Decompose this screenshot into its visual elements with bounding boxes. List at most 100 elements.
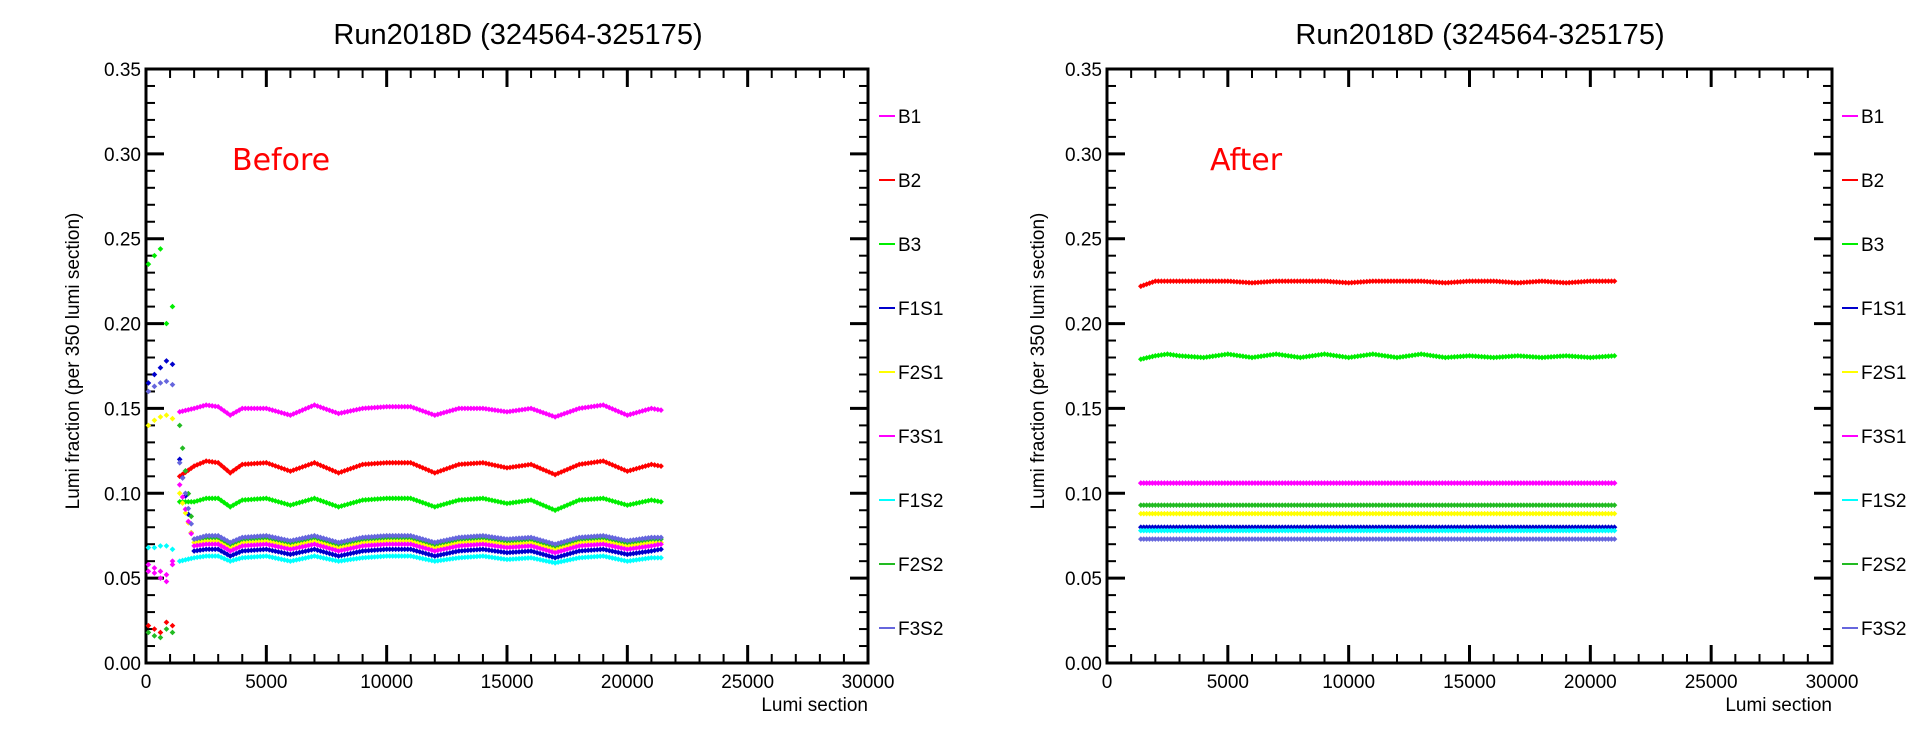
- data-point: [1258, 536, 1264, 542]
- data-point: [398, 541, 405, 548]
- data-point: [1318, 278, 1325, 284]
- series-f1s1: [145, 358, 664, 561]
- data-point: [1611, 536, 1618, 542]
- data-point: [1433, 502, 1440, 508]
- data-point: [1200, 278, 1207, 284]
- data-point: [1421, 502, 1428, 508]
- chart-after: Run2018D (324564-325175) After Lumi sect…: [1028, 19, 1906, 716]
- data-point: [242, 405, 249, 412]
- data-point: [1252, 480, 1258, 486]
- data-point: [386, 541, 393, 548]
- data-point: [1170, 510, 1177, 517]
- data-point: [1282, 278, 1289, 284]
- data-point: [1496, 480, 1503, 486]
- data-point: [1345, 527, 1352, 534]
- legend-item-f1s2: F1S2: [879, 491, 943, 512]
- y-tick-label: 0.15: [104, 399, 141, 420]
- data-point: [1448, 510, 1455, 517]
- data-point: [1403, 536, 1409, 542]
- data-point: [1505, 510, 1512, 517]
- data-point: [1231, 502, 1237, 508]
- data-point: [1306, 510, 1313, 517]
- data-point: [1291, 527, 1298, 534]
- data-point: [188, 530, 195, 537]
- data-point: [398, 495, 405, 502]
- data-point: [1415, 527, 1421, 534]
- data-point: [1273, 480, 1279, 486]
- data-point: [1336, 510, 1343, 517]
- data-point: [1533, 510, 1539, 517]
- data-point: [1243, 480, 1249, 486]
- data-point: [1539, 502, 1545, 508]
- data-point: [1605, 278, 1612, 284]
- data-point: [1527, 510, 1533, 517]
- data-point: [1406, 536, 1412, 542]
- data-point: [1218, 527, 1225, 534]
- data-point: [1391, 536, 1397, 542]
- data-point: [404, 532, 411, 539]
- data-point: [1146, 510, 1153, 517]
- data-point: [1270, 527, 1276, 534]
- data-point: [1164, 502, 1171, 508]
- data-point: [1138, 510, 1144, 517]
- data-point: [1593, 527, 1600, 534]
- data-point: [1521, 536, 1527, 542]
- data-point: [1379, 510, 1385, 517]
- data-point: [1578, 527, 1585, 534]
- data-point: [245, 405, 252, 412]
- data-point: [176, 422, 183, 429]
- data-point: [145, 544, 152, 551]
- data-point: [1481, 527, 1488, 534]
- data-point: [395, 546, 402, 553]
- data-point: [1234, 502, 1240, 508]
- data-point: [1309, 502, 1316, 508]
- data-point: [1511, 502, 1518, 508]
- data-point: [1185, 480, 1192, 486]
- data-point: [1521, 524, 1527, 531]
- data-point: [1430, 536, 1437, 542]
- data-point: [1505, 480, 1512, 486]
- data-point: [1246, 524, 1252, 531]
- data-point: [1282, 480, 1289, 486]
- data-point: [1282, 510, 1289, 517]
- data-point: [157, 634, 164, 641]
- data-point: [1225, 480, 1231, 486]
- data-point: [1499, 527, 1506, 534]
- y-tick-label: 0.10: [1065, 484, 1102, 505]
- data-point: [1502, 524, 1509, 531]
- data-point: [1285, 510, 1292, 517]
- data-point: [1327, 527, 1334, 534]
- data-point: [206, 541, 213, 548]
- data-point: [1182, 278, 1189, 284]
- legend: B1 B2 B3 F1S1 F2S1 F3S1 F1S2 F2S2 F3S2: [879, 107, 943, 640]
- data-point: [1527, 524, 1533, 531]
- data-point: [1179, 278, 1186, 284]
- data-point: [1370, 524, 1376, 531]
- data-point: [1481, 510, 1488, 517]
- data-point: [176, 490, 183, 497]
- x-tick-label: 15000: [1443, 672, 1496, 693]
- data-point: [1424, 527, 1431, 534]
- data-point: [1200, 527, 1207, 534]
- data-point: [1176, 502, 1183, 508]
- data-point: [1161, 510, 1168, 517]
- data-point: [157, 246, 164, 252]
- data-point: [1518, 536, 1524, 542]
- data-point: [1161, 524, 1168, 531]
- data-point: [1460, 502, 1467, 508]
- data-point: [1297, 510, 1304, 517]
- data-point: [1218, 524, 1225, 531]
- data-point: [1481, 502, 1488, 508]
- data-point: [1430, 510, 1437, 517]
- data-point: [1442, 480, 1449, 486]
- data-point: [1460, 510, 1467, 517]
- data-point: [1484, 502, 1491, 508]
- data-point: [404, 541, 411, 548]
- data-point: [157, 568, 164, 575]
- data-point: [206, 537, 213, 544]
- data-point: [1596, 536, 1603, 542]
- data-point: [1363, 480, 1370, 486]
- data-point: [1339, 527, 1346, 534]
- data-point: [1324, 480, 1331, 486]
- data-point: [1279, 524, 1286, 531]
